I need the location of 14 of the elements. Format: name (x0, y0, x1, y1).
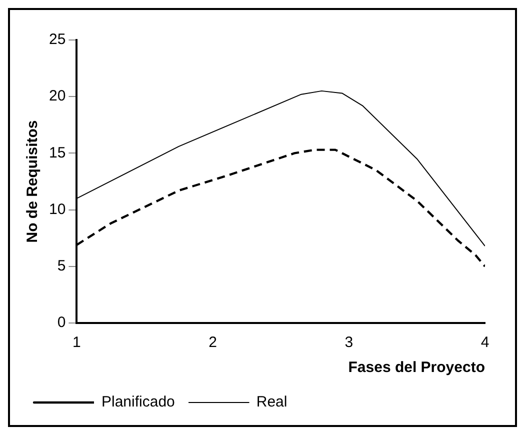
x-tick-label: 2 (208, 334, 217, 352)
y-tick-label: 15 (48, 144, 66, 162)
legend-label: Planificado (102, 394, 175, 411)
y-tick-label: 10 (48, 200, 66, 218)
x-axis-title: Fases del Proyecto (348, 359, 485, 376)
y-axis-title: No de Requisitos (24, 120, 42, 243)
y-tick-label: 20 (48, 88, 66, 105)
x-tick-label: 3 (344, 334, 354, 352)
legend-label: Real (256, 394, 288, 411)
y-tick-label: 0 (57, 314, 66, 332)
x-tick-label: 1 (72, 334, 81, 352)
y-tick-label: 25 (48, 31, 66, 48)
y-tick-label: 5 (57, 258, 66, 275)
x-tick-label: 4 (480, 334, 490, 352)
